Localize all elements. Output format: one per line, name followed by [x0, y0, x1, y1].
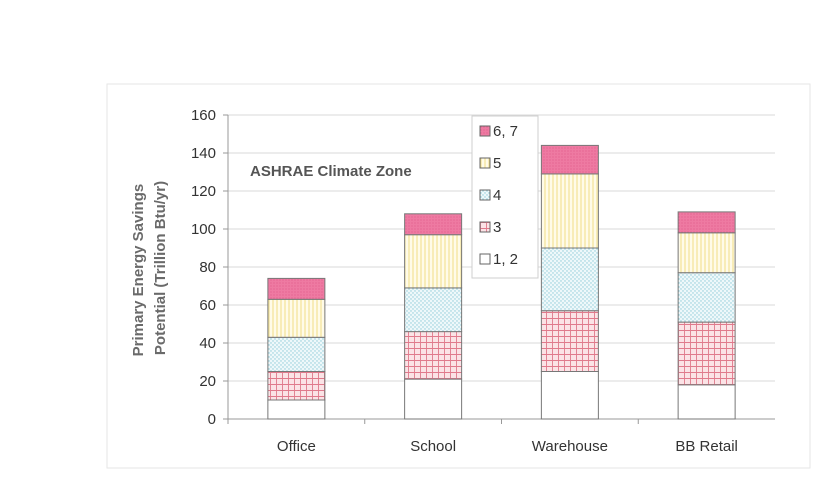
- legend-swatch: [479, 189, 491, 201]
- chart-frame: [106, 83, 811, 469]
- legend-swatch: [479, 253, 491, 265]
- bar-segment-school-zone-4: [404, 287, 463, 333]
- bar-segment-bb-retail-zone-3: [677, 321, 736, 386]
- y-tick-label: 120: [191, 183, 216, 200]
- bar-segment-bb-retail-zone-1-2: [677, 384, 736, 420]
- bar-segment-warehouse-zone-6-7: [540, 144, 599, 175]
- y-axis-label-line-2: Potential (Trillion Btu/yr): [152, 181, 169, 355]
- bar-segment-bb-retail-zone-5: [677, 232, 736, 274]
- bar-segment-office-zone-6-7: [267, 277, 326, 300]
- x-tick-label: School: [410, 438, 456, 455]
- bar-segment-bb-retail-zone-4: [677, 272, 736, 323]
- bar-segment-warehouse-zone-3: [540, 310, 599, 373]
- bar-segment-warehouse-zone-5: [540, 173, 599, 249]
- x-tick-label: Office: [277, 438, 316, 455]
- bar-segment-bb-retail-zone-6-7: [677, 211, 736, 234]
- tick-labels: 0 20 40 60 80 100 120 140 160 Office School Warehou…: [191, 107, 738, 455]
- x-tick-label: BB Retail: [675, 438, 738, 455]
- bar-segment-school-zone-5: [404, 234, 463, 289]
- bar-segment-office-zone-3: [267, 371, 326, 401]
- legend-title: ASHRAE Climate Zone: [250, 163, 412, 180]
- legend-label: 5: [493, 155, 501, 172]
- legend-swatch: [479, 157, 491, 169]
- y-tick-label: 140: [191, 145, 216, 162]
- bar-segment-office-zone-4: [267, 336, 326, 372]
- y-tick-label: 0: [208, 411, 216, 428]
- x-tick-label: Warehouse: [532, 438, 608, 455]
- legend: 6, 7 5 4 3 1, 2: [471, 115, 539, 279]
- bar-segment-school-zone-6-7: [404, 213, 463, 236]
- legend-swatch: [479, 221, 491, 233]
- bar-segment-warehouse-zone-4: [540, 247, 599, 312]
- y-tick-label: 80: [199, 259, 216, 276]
- y-tick-label: 60: [199, 297, 216, 314]
- bar-segment-warehouse-zone-1-2: [540, 371, 599, 420]
- y-axis-label-line-1: Primary Energy Savings: [130, 184, 147, 357]
- y-axis-label: Primary Energy Savings Potential (Trilli…: [130, 180, 169, 357]
- legend-label: 4: [493, 187, 501, 204]
- legend-swatch: [479, 125, 491, 137]
- y-tick-label: 20: [199, 373, 216, 390]
- y-tick-label: 40: [199, 335, 216, 352]
- bars: [267, 144, 736, 420]
- legend-label: 3: [493, 219, 501, 236]
- bar-segment-school-zone-1-2: [404, 378, 463, 420]
- legend-label: 1, 2: [493, 251, 518, 268]
- bar-segment-office-zone-1-2: [267, 399, 326, 420]
- legend-label: 6, 7: [493, 123, 518, 140]
- y-tick-label: 160: [191, 107, 216, 124]
- bar-segment-school-zone-3: [404, 331, 463, 380]
- bar-segment-office-zone-5: [267, 298, 326, 338]
- y-tick-label: 100: [191, 221, 216, 238]
